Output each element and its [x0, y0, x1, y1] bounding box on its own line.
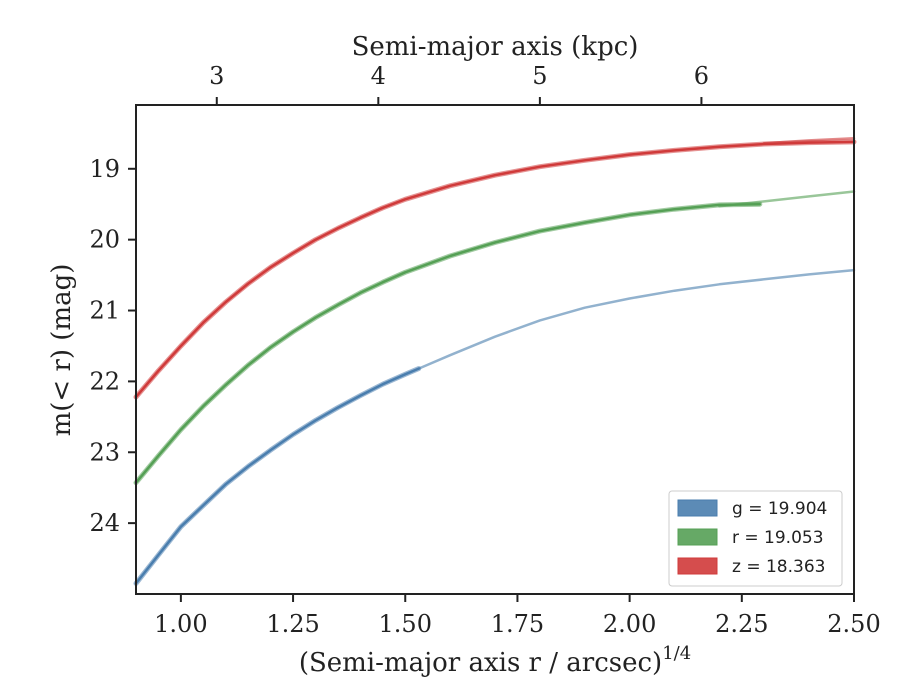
series-r-line — [134, 202, 762, 484]
top-tick-label: 4 — [371, 62, 386, 90]
series-z-line — [134, 140, 856, 399]
series-g-line — [134, 367, 420, 585]
x-axis-title: (Semi-major axis r / arcsec)1/4 — [299, 643, 691, 678]
x-tick-label: 2.25 — [715, 610, 768, 638]
legend-swatch-g — [677, 499, 718, 517]
plot-frame — [135, 104, 855, 595]
x-axis-title-superscript: 1/4 — [662, 643, 691, 664]
top-tick-label: 5 — [532, 62, 547, 90]
legend-swatch-r — [677, 528, 718, 546]
x-tick-label: 1.75 — [491, 610, 544, 638]
series-g-band — [133, 366, 422, 586]
x-tick-label: 1.00 — [154, 610, 207, 638]
y-tick-label: 22 — [89, 367, 120, 395]
legend-label-r: r = 19.053 — [732, 528, 824, 548]
x-tick-label: 1.50 — [379, 610, 432, 638]
x-tick-label: 1.25 — [266, 610, 319, 638]
series-z-band — [133, 139, 857, 400]
y-tick-label: 21 — [89, 297, 120, 325]
y-tick-label: 19 — [89, 155, 120, 183]
labels-layer: 1.00 1.25 1.50 1.75 2.00 2.25 2.50 3 4 5 6 19 20 21 22… — [89, 62, 880, 638]
top-tick-label: 6 — [694, 62, 709, 90]
x-tick-label: 2.50 — [827, 610, 880, 638]
x-tick-label: 2.00 — [603, 610, 656, 638]
legend-label-g: g = 19.904 — [732, 499, 827, 519]
series-g-model-line — [417, 268, 856, 370]
y-tick-label: 23 — [89, 438, 120, 466]
ticks-layer — [128, 97, 855, 602]
legend-label-z: z = 18.363 — [732, 557, 825, 577]
top-tick-label: 3 — [209, 62, 224, 90]
y-tick-label: 20 — [89, 226, 120, 254]
y-axis-title: m(< r) (mag) — [47, 264, 77, 437]
legend: g = 19.904 r = 19.053 z = 18.363 — [668, 490, 843, 587]
series-layer — [133, 137, 857, 586]
top-axis-title: Semi-major axis (kpc) — [352, 32, 639, 62]
legend-swatch-z — [677, 557, 718, 575]
y-tick-label: 24 — [89, 509, 120, 537]
series-r-band — [133, 201, 763, 486]
x-axis-title-text: (Semi-major axis r / arcsec) — [299, 648, 662, 678]
